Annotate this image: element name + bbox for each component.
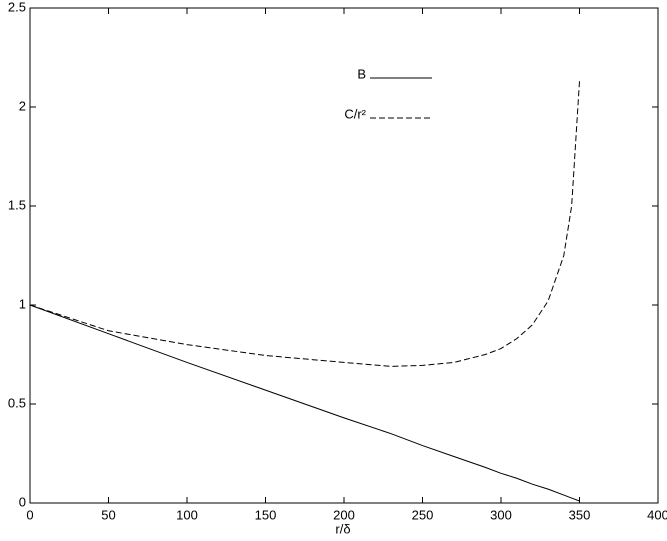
y-tick-label: 2.5 xyxy=(8,0,26,14)
x-tick-label: 100 xyxy=(176,507,198,522)
x-tick-label: 300 xyxy=(490,507,512,522)
legend-label: B xyxy=(357,66,366,81)
x-tick-label: 250 xyxy=(412,507,434,522)
x-tick-label: 0 xyxy=(26,507,33,522)
y-tick-label: 2 xyxy=(19,98,26,113)
x-tick-label: 400 xyxy=(647,507,667,522)
series-line xyxy=(29,304,580,502)
y-tick-label: 1.5 xyxy=(8,197,26,212)
y-tick-label: 1 xyxy=(19,296,26,311)
y-tick-label: 0.5 xyxy=(8,395,26,410)
x-tick-label: 150 xyxy=(255,507,277,522)
series-line xyxy=(29,81,580,367)
x-tick-label: 350 xyxy=(569,507,591,522)
x-axis-label: r/δ xyxy=(335,521,350,536)
legend-label: C/r² xyxy=(344,106,366,121)
x-tick-label: 50 xyxy=(101,507,115,522)
y-tick-label: 0 xyxy=(19,494,26,509)
x-tick-label: 200 xyxy=(333,507,355,522)
